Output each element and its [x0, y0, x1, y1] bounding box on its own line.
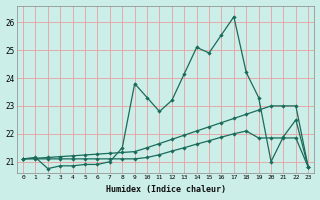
X-axis label: Humidex (Indice chaleur): Humidex (Indice chaleur): [106, 185, 226, 194]
